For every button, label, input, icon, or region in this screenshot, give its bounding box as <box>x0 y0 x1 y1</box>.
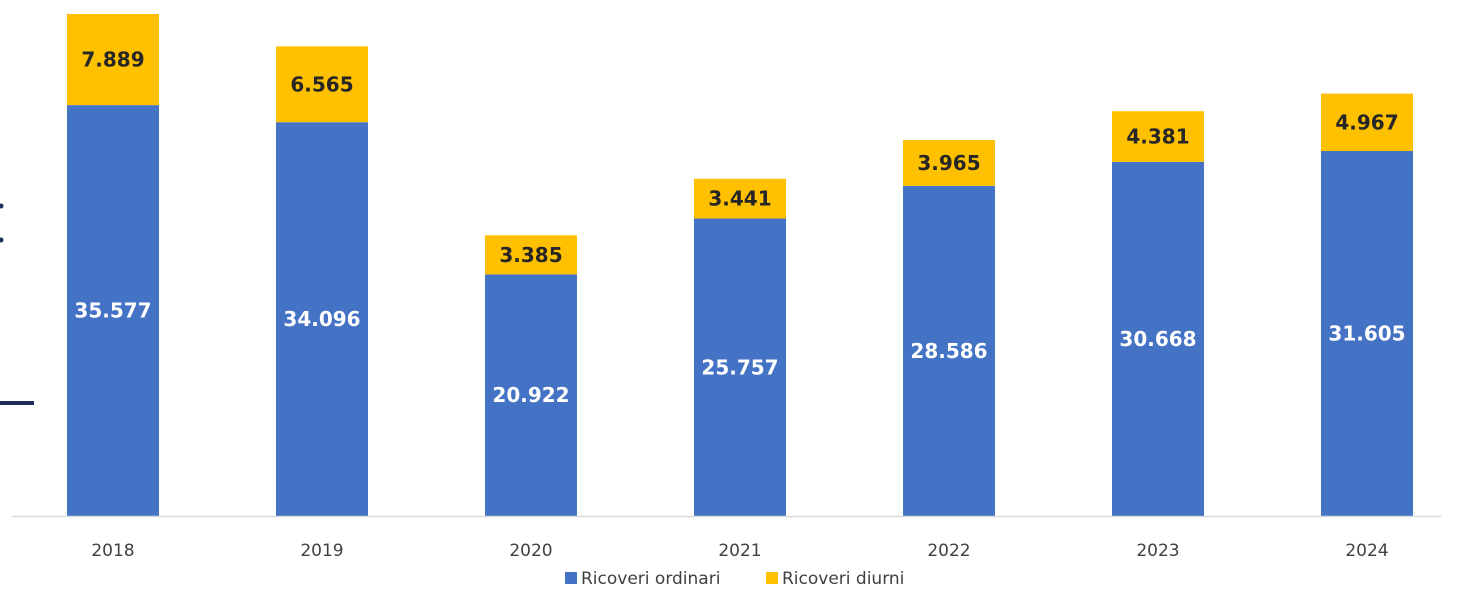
decorative-dot <box>0 237 4 243</box>
data-label-ricoveri-diurni-2018: 7.889 <box>81 48 144 72</box>
data-label-ricoveri-ordinari-2020: 20.922 <box>492 383 569 407</box>
x-tick-label-2021: 2021 <box>718 541 761 561</box>
data-label-ricoveri-diurni-2024: 4.967 <box>1335 110 1398 134</box>
data-label-ricoveri-diurni-2020: 3.385 <box>499 243 562 267</box>
bar-ricoveri-diurni-2024 <box>1321 93 1413 151</box>
data-label-ricoveri-ordinari-2024: 31.605 <box>1328 321 1405 345</box>
x-tick-labels: 2018 2019 2020 2021 2022 2023 2024 <box>91 541 1388 561</box>
bar-ricoveri-diurni-2022 <box>903 140 995 186</box>
x-tick-label-2019: 2019 <box>300 541 343 561</box>
data-label-ricoveri-ordinari-2023: 30.668 <box>1119 327 1196 351</box>
data-label-ricoveri-ordinari-2018: 35.577 <box>74 299 151 323</box>
legend-label-ricoveri-ordinari: Ricoveri ordinari <box>581 569 720 589</box>
bar-ricoveri-diurni-2020 <box>485 235 577 275</box>
legend: Ricoveri ordinari Ricoveri diurni <box>565 569 904 589</box>
legend-label-ricoveri-diurni: Ricoveri diurni <box>782 569 904 589</box>
bar-ricoveri-diurni-2019 <box>276 46 368 123</box>
bar-ricoveri-ordinari-2023 <box>1112 161 1204 517</box>
bar-ricoveri-ordinari-2018 <box>67 105 159 516</box>
legend-swatch-ricoveri-diurni <box>766 572 778 584</box>
x-tick-label-2018: 2018 <box>91 541 134 561</box>
data-labels-group: 35.577 7.889 34.096 6.565 20.922 3.385 25.757 3… <box>74 48 1405 408</box>
bars-group <box>67 14 1413 517</box>
data-label-ricoveri-ordinari-2021: 25.757 <box>701 355 778 379</box>
data-label-ricoveri-ordinari-2019: 34.096 <box>283 307 360 331</box>
x-tick-label-2023: 2023 <box>1136 541 1179 561</box>
bar-ricoveri-diurni-2018 <box>67 14 159 106</box>
data-label-ricoveri-diurni-2022: 3.965 <box>917 151 980 175</box>
x-tick-label-2022: 2022 <box>927 541 970 561</box>
bar-ricoveri-ordinari-2020 <box>485 274 577 516</box>
bar-ricoveri-ordinari-2019 <box>276 122 368 516</box>
bar-ricoveri-diurni-2021 <box>694 178 786 219</box>
bar-ricoveri-ordinari-2021 <box>694 218 786 516</box>
data-label-ricoveri-diurni-2023: 4.381 <box>1126 125 1189 149</box>
data-label-ricoveri-ordinari-2022: 28.586 <box>910 339 987 363</box>
data-label-ricoveri-diurni-2019: 6.565 <box>290 72 353 96</box>
bar-ricoveri-ordinari-2024 <box>1321 150 1413 517</box>
x-tick-label-2024: 2024 <box>1345 541 1388 561</box>
legend-swatch-ricoveri-ordinari <box>565 572 577 584</box>
decorative-line <box>0 401 34 405</box>
bar-ricoveri-ordinari-2022 <box>903 185 995 516</box>
data-label-ricoveri-diurni-2021: 3.441 <box>708 187 771 211</box>
decorative-dot <box>0 203 4 209</box>
x-tick-label-2020: 2020 <box>509 541 552 561</box>
bar-ricoveri-diurni-2023 <box>1112 111 1204 162</box>
